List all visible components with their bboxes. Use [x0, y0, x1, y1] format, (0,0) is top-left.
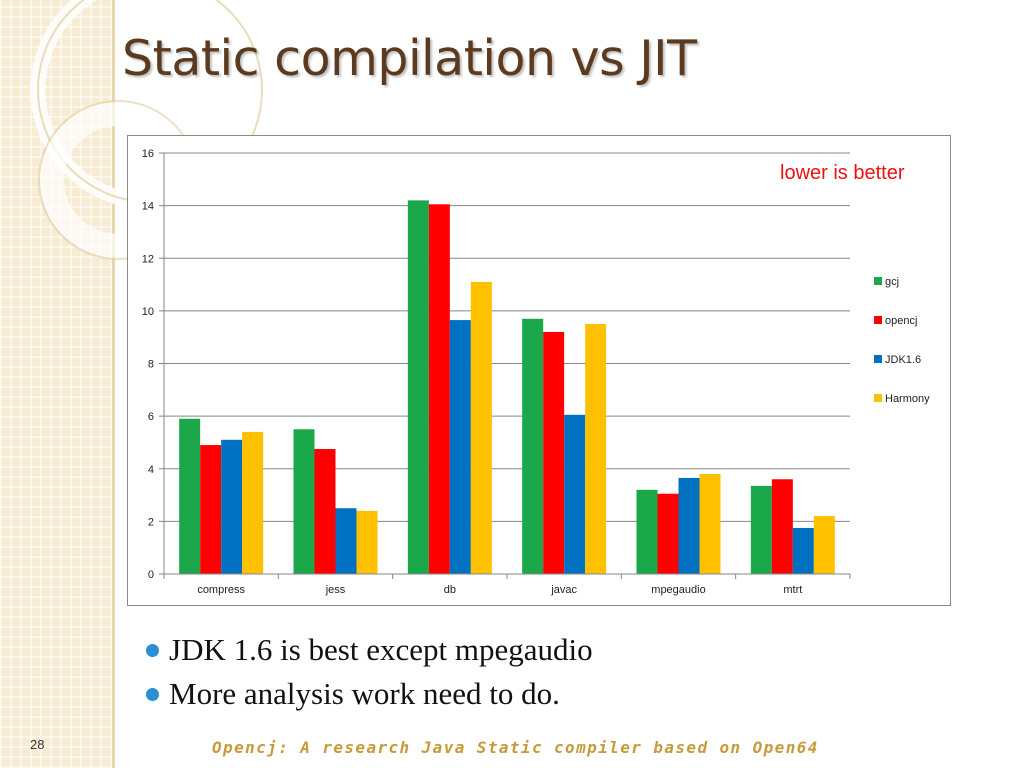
bullet-dot-icon	[146, 643, 159, 657]
gridlines	[164, 152, 850, 522]
bullet-item: JDK 1.6 is best except mpegaudio	[146, 628, 593, 672]
y-tick-label: 12	[142, 253, 154, 265]
bar-compress-Harmony	[242, 431, 264, 574]
bar-mtrt-Harmony	[813, 516, 835, 574]
bullet-text: More analysis work need to do.	[169, 676, 560, 711]
bullet-text: JDK 1.6 is best except mpegaudio	[169, 632, 593, 667]
bullet-item: More analysis work need to do.	[146, 672, 593, 716]
bar-mpegaudio-JDK1.6	[678, 477, 700, 574]
side-band-edge	[112, 0, 115, 768]
lower-is-better-note: lower is better	[780, 162, 905, 184]
bar-jess-JDK1.6	[335, 508, 357, 574]
legend-label-Harmony: Harmony	[885, 393, 930, 405]
bar-compress-gcj	[179, 418, 201, 574]
bar-mpegaudio-gcj	[636, 489, 658, 574]
axes	[159, 152, 851, 579]
tick-labels: 0 2 4 6 8 10 12 14 16 compress jess db javac mpegaudi…	[142, 148, 803, 596]
legend-label-gcj: gcj	[885, 276, 899, 288]
bar-javac-Harmony	[585, 324, 607, 574]
x-tick-label: javac	[550, 584, 577, 596]
bar-mpegaudio-opencj	[657, 493, 679, 574]
x-tick-label: db	[444, 584, 456, 596]
bar-db-gcj	[407, 200, 429, 575]
y-tick-label: 6	[148, 411, 154, 423]
x-tick-label: jess	[325, 584, 346, 596]
legend: gcj opencj JDK1.6 Harmony	[874, 276, 930, 405]
page-title: Static compilation vs JIT	[122, 30, 697, 87]
bar-jess-Harmony	[356, 510, 378, 574]
x-tick-label: mtrt	[783, 584, 802, 596]
bar-jess-gcj	[293, 429, 315, 574]
y-tick-label: 4	[148, 464, 154, 476]
bar-chart: 0 2 4 6 8 10 12 14 16 compress jess db javac mpegaudi…	[142, 148, 930, 596]
y-tick-label: 10	[142, 306, 154, 318]
legend-label-opencj: opencj	[885, 315, 917, 327]
bars	[179, 200, 835, 575]
y-tick-label: 0	[148, 569, 154, 581]
bar-mtrt-gcj	[750, 485, 772, 574]
bar-db-JDK1.6	[449, 320, 471, 574]
legend-swatch-JDK1.6	[874, 355, 882, 363]
legend-label-JDK1.6: JDK1.6	[885, 354, 921, 366]
bar-mpegaudio-Harmony	[699, 474, 721, 574]
chart-frame: 0 2 4 6 8 10 12 14 16 compress jess db javac mpegaudi…	[127, 135, 951, 606]
y-tick-label: 2	[148, 516, 154, 528]
bar-mtrt-JDK1.6	[792, 527, 814, 574]
y-tick-label: 16	[142, 148, 154, 160]
bullet-dot-icon	[146, 687, 159, 701]
legend-swatch-opencj	[874, 316, 882, 324]
bar-javac-opencj	[543, 331, 565, 574]
bar-compress-JDK1.6	[221, 439, 243, 574]
bar-mtrt-opencj	[771, 479, 793, 574]
bar-db-Harmony	[470, 281, 492, 574]
bar-jess-opencj	[314, 449, 336, 574]
y-tick-label: 8	[148, 359, 154, 371]
y-tick-label: 14	[142, 201, 154, 213]
legend-swatch-Harmony	[874, 394, 882, 402]
bar-javac-gcj	[522, 318, 544, 574]
bar-compress-opencj	[200, 445, 222, 574]
x-tick-label: compress	[197, 584, 245, 596]
bullet-list: JDK 1.6 is best except mpegaudio More an…	[146, 628, 593, 716]
bar-javac-JDK1.6	[564, 414, 586, 574]
x-tick-label: mpegaudio	[651, 584, 705, 596]
legend-swatch-gcj	[874, 277, 882, 285]
footer-text: Opencj: A research Java Static compiler …	[212, 738, 819, 757]
bar-db-opencj	[428, 204, 450, 574]
page-number: 28	[30, 737, 45, 752]
